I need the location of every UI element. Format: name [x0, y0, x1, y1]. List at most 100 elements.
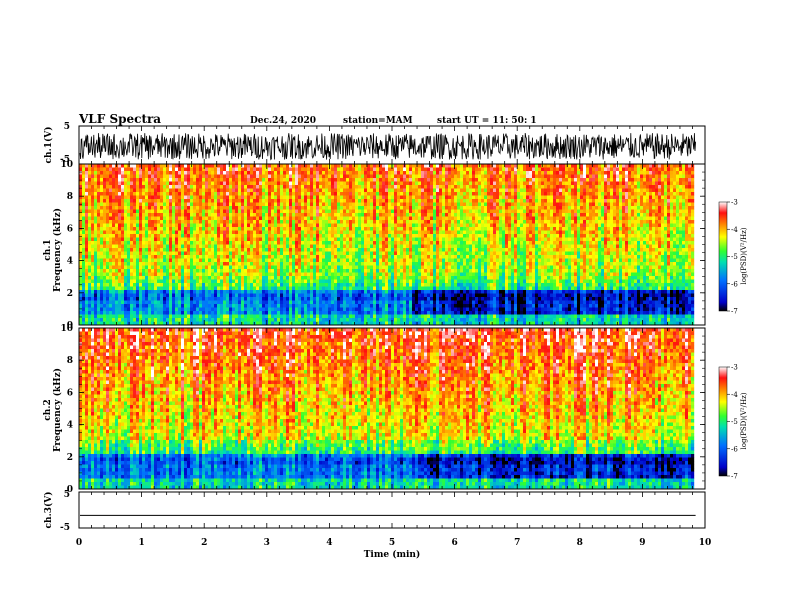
- spectrogram-cell: [211, 252, 214, 256]
- spectrogram-cell: [226, 168, 229, 172]
- spectrogram-cell: [178, 266, 181, 270]
- spectrogram-cell: [370, 182, 373, 186]
- spectrogram-cell: [109, 266, 112, 270]
- spectrogram-cell: [196, 217, 199, 221]
- spectrogram-cell: [301, 283, 304, 287]
- spectrogram-cell: [244, 234, 247, 238]
- spectrogram-cell: [301, 227, 304, 231]
- spectrogram-cell: [169, 192, 172, 196]
- spectrogram-cell: [391, 297, 394, 301]
- spectrogram-cell: [121, 234, 124, 238]
- spectrogram-cell: [214, 182, 217, 186]
- spectrogram-cell: [145, 224, 148, 228]
- spectrogram-cell: [187, 248, 190, 252]
- spectrogram-cell: [370, 206, 373, 210]
- spectrogram-cell: [349, 185, 352, 189]
- spectrogram-cell: [196, 199, 199, 203]
- spectrogram-cell: [367, 238, 370, 242]
- spectrogram-cell: [385, 231, 388, 235]
- spectrogram-cell: [187, 175, 190, 179]
- spectrogram-cell: [289, 224, 292, 228]
- spectrogram-cell: [139, 175, 142, 179]
- spectrogram-cell: [268, 178, 271, 182]
- spectrogram-cell: [244, 308, 247, 312]
- spectrogram-cell: [361, 287, 364, 291]
- spectrogram-cell: [130, 255, 133, 259]
- spectrogram-cell: [364, 304, 367, 308]
- spectrogram-cell: [286, 283, 289, 287]
- spectrogram-cell: [382, 206, 385, 210]
- spectrogram-cell: [250, 168, 253, 172]
- spectrogram-cell: [280, 304, 283, 308]
- spectrogram-cell: [184, 182, 187, 186]
- spectrogram-cell: [97, 304, 100, 308]
- spectrogram-cell: [94, 290, 97, 294]
- spectrogram-cell: [373, 210, 376, 214]
- spectrogram-cell: [208, 248, 211, 252]
- spectrogram-cell: [151, 311, 154, 315]
- spectrogram-cell: [193, 196, 196, 200]
- spectrogram-cell: [91, 280, 94, 284]
- spectrogram-cell: [205, 318, 208, 322]
- spectrogram-cell: [277, 255, 280, 259]
- spectrogram-cell: [85, 241, 88, 245]
- spectrogram-cell: [295, 308, 298, 312]
- spectrogram-cell: [100, 280, 103, 284]
- spectrogram-cell: [382, 196, 385, 200]
- spectrogram-cell: [235, 210, 238, 214]
- spectrogram-cell: [133, 171, 136, 175]
- spectrogram-cell: [391, 266, 394, 270]
- spectrogram-cell: [268, 203, 271, 207]
- spectrogram-cell: [205, 315, 208, 319]
- spectrogram-cell: [295, 255, 298, 259]
- spectrogram-cell: [157, 269, 160, 273]
- spectrogram-cell: [361, 227, 364, 231]
- spectrogram-cell: [307, 175, 310, 179]
- spectrogram-cell: [145, 164, 148, 168]
- spectrogram-cell: [328, 259, 331, 263]
- spectrogram-cell: [343, 196, 346, 200]
- spectrogram-cell: [319, 234, 322, 238]
- spectrogram-cell: [154, 192, 157, 196]
- spectrogram-cell: [394, 217, 397, 221]
- spectrogram-cell: [358, 210, 361, 214]
- spectrogram-cell: [370, 238, 373, 242]
- spectrogram-cell: [337, 185, 340, 189]
- spectrogram-cell: [178, 231, 181, 235]
- spectrogram-cell: [85, 269, 88, 273]
- spectrogram-cell: [247, 199, 250, 203]
- spectrogram-cell: [190, 273, 193, 277]
- spectrogram-cell: [289, 287, 292, 291]
- spectrogram-cell: [187, 245, 190, 249]
- spectrogram-cell: [394, 301, 397, 305]
- spectrogram-cell: [142, 245, 145, 249]
- spectrogram-cell: [172, 311, 175, 315]
- spectrogram-cell: [361, 164, 364, 168]
- spectrogram-cell: [322, 255, 325, 259]
- spectrogram-cell: [304, 206, 307, 210]
- spectrogram-cell: [268, 308, 271, 312]
- spectrogram-cell: [394, 315, 397, 319]
- spectrogram-cell: [376, 164, 379, 168]
- spectrogram-cell: [295, 224, 298, 228]
- spectrogram-cell: [154, 297, 157, 301]
- spectrogram-cell: [136, 283, 139, 287]
- spectrogram-cell: [292, 252, 295, 256]
- spectrogram-cell: [217, 262, 220, 266]
- spectrogram-cell: [340, 318, 343, 322]
- spectrogram-cell: [319, 217, 322, 221]
- spectrogram-cell: [352, 241, 355, 245]
- spectrogram-cell: [283, 255, 286, 259]
- spectrogram-cell: [112, 164, 115, 168]
- spectrogram-cell: [271, 315, 274, 319]
- spectrogram-cell: [364, 217, 367, 221]
- spectrogram-cell: [343, 248, 346, 252]
- spectrogram-cell: [157, 231, 160, 235]
- spectrogram-cell: [178, 224, 181, 228]
- spectrogram-cell: [232, 311, 235, 315]
- spectrogram-cell: [115, 273, 118, 277]
- spectrogram-cell: [316, 255, 319, 259]
- spectrogram-cell: [232, 283, 235, 287]
- spectrogram-cell: [247, 273, 250, 277]
- spectrogram-cell: [232, 231, 235, 235]
